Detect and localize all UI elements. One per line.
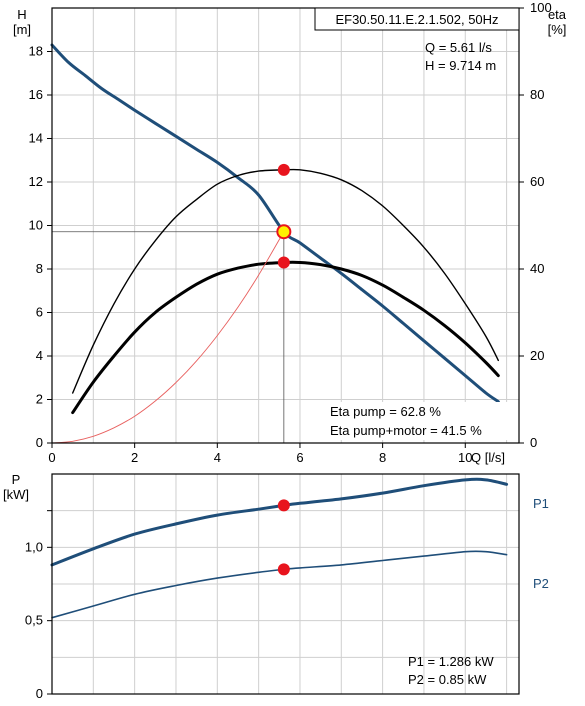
head-tick-label: 6: [36, 305, 43, 320]
flow-tick-label: 8: [379, 450, 386, 465]
flow-axis-label: Q [l/s]: [471, 450, 505, 465]
power-chart: P [kW] 0 0,5 1,0 P1 P2 P1 = 1.286 kW P2 = 0…: [3, 472, 549, 701]
duty-flow-label: Q = 5.61 l/s: [425, 40, 492, 55]
system-curve: [51, 231, 285, 444]
legend-p1: P1: [533, 496, 549, 511]
eta-total-duty-marker: [277, 256, 290, 269]
eta-pump-label: Eta pump = 62.8 %: [330, 404, 441, 419]
flow-tick-label: 4: [214, 450, 221, 465]
head-tick-label: 16: [29, 87, 43, 102]
eta-tick-label: 40: [530, 261, 544, 276]
head-tick-label: 4: [36, 348, 43, 363]
efficiency-label-box: [326, 402, 512, 440]
eta-tick-label: 0: [530, 435, 537, 450]
eta-pump-duty-marker: [277, 163, 290, 176]
power-tick-label: 0: [36, 686, 43, 701]
eta-tick-label: 80: [530, 87, 544, 102]
head-tick-label: 0: [36, 435, 43, 450]
head-chart-series: [50, 43, 500, 444]
flow-tick-label: 2: [131, 450, 138, 465]
power-tick-label: 0,5: [25, 613, 43, 628]
legend-p2: P2: [533, 576, 549, 591]
p2-value-label: P2 = 0.85 kW: [408, 672, 487, 687]
eta-axis-label: eta [%]: [548, 7, 567, 37]
pump-title-box: [314, 7, 520, 31]
head-chart-markers: [276, 163, 292, 269]
eta-total-label: Eta pump+motor = 41.5 %: [330, 423, 482, 438]
eta-tick-label: 100: [530, 0, 552, 15]
eta-tick-label: 20: [530, 348, 544, 363]
head-axis-ticks: 0 2 4 6 8 10 12 14 16 18: [29, 44, 52, 450]
head-tick-label: 14: [29, 131, 43, 146]
flow-tick-label: 10: [458, 450, 472, 465]
head-axis-label-line1: H [m]: [13, 7, 31, 37]
power-chart-markers: [277, 499, 290, 576]
head-tick-label: 10: [29, 218, 43, 233]
eta-tick-label: 60: [530, 174, 544, 189]
flow-tick-label: 0: [48, 450, 55, 465]
head-tick-label: 2: [36, 392, 43, 407]
p2-duty-marker: [277, 563, 290, 576]
flow-axis-ticks: 0 2 4 6 8 10: [48, 443, 473, 465]
head-chart-frame: [51, 7, 520, 444]
pump-title: EF30.50.11.E.2.1.502, 50Hz: [335, 12, 498, 27]
head-tick-label: 12: [29, 174, 43, 189]
head-tick-label: 18: [29, 44, 43, 59]
p1-value-label: P1 = 1.286 kW: [408, 654, 494, 669]
head-curve: [50, 43, 500, 404]
eta-total-curve: [71, 260, 500, 415]
power-axis-ticks: 0 0,5 1,0: [25, 510, 52, 701]
power-chart-frame: [51, 473, 520, 695]
power-tick-label: 1,0: [25, 539, 43, 554]
duty-head-label: H = 9.714 m: [425, 58, 496, 73]
p1-curve: [50, 477, 509, 567]
p1-duty-marker: [277, 499, 290, 512]
flow-tick-label: 6: [296, 450, 303, 465]
power-axis-label: P [kW]: [3, 472, 29, 502]
head-tick-label: 8: [36, 261, 43, 276]
power-chart-series: [50, 477, 509, 619]
eta-axis-ticks: 0 20 40 60 80 100: [519, 0, 552, 450]
p2-curve: [51, 550, 508, 619]
eta-pump-curve: [72, 168, 499, 394]
duty-point-marker: [276, 224, 292, 240]
